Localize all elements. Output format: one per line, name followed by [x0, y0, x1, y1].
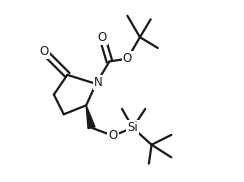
Text: N: N — [94, 76, 103, 89]
Polygon shape — [86, 105, 95, 128]
Text: O: O — [40, 45, 49, 58]
Text: O: O — [98, 31, 107, 44]
Text: O: O — [123, 52, 132, 65]
Text: Si: Si — [127, 121, 138, 134]
Text: O: O — [108, 129, 118, 142]
